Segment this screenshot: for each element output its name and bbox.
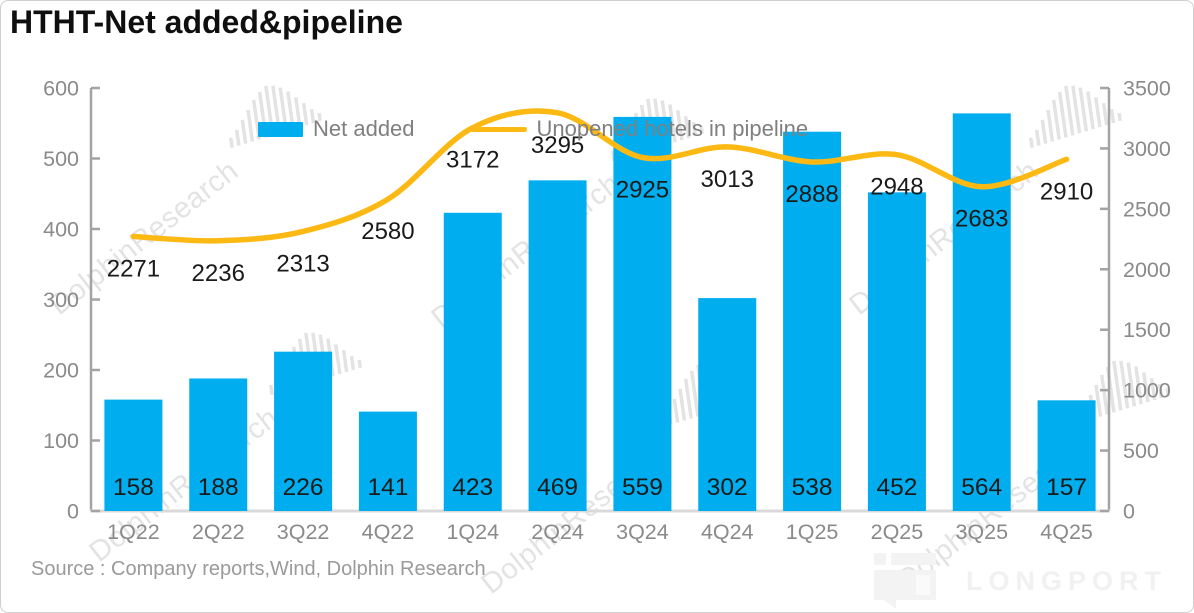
y-left-tick-label: 0 — [67, 500, 79, 524]
legend-pipeline-label: Unopened hotels in pipeline — [536, 116, 809, 141]
y-left-tick-label: 300 — [43, 288, 79, 312]
bar — [443, 212, 502, 511]
pipeline-value-label: 3172 — [446, 147, 499, 174]
y-left-tick-label: 600 — [43, 77, 79, 101]
bar-value-label: 469 — [537, 474, 578, 501]
x-axis: 1Q22 2Q22 3Q22 4Q22 1Q24 2Q24 3Q24 4Q24 1Q25 2Q25… — [107, 520, 1093, 544]
bar — [613, 116, 672, 511]
pipeline-labels: 2271 2236 2313 2580 3172 3295 2925 3013 2888 2948… — [107, 132, 1094, 287]
pipeline-value-label: 2313 — [276, 250, 329, 277]
bar-value-label: 302 — [707, 474, 748, 501]
source-note: Source : Company reports,Wind, Dolphin R… — [31, 558, 486, 580]
x-tick-label: 1Q25 — [786, 520, 839, 544]
pipeline-value-label: 3013 — [701, 166, 754, 193]
bar-value-label: 452 — [876, 474, 917, 501]
bar — [952, 113, 1011, 511]
x-tick-label: 3Q22 — [277, 520, 330, 544]
y-right-tick-label: 2500 — [1123, 197, 1171, 221]
y-right-tick-label: 2000 — [1123, 258, 1171, 282]
x-tick-label: 4Q24 — [701, 520, 754, 544]
y-right-tick-label: 3500 — [1123, 77, 1171, 101]
bar — [189, 378, 248, 511]
x-tick-label: 2Q24 — [531, 520, 584, 544]
legend-net-added-label: Net added — [313, 116, 415, 141]
bar-value-label: 564 — [961, 474, 1002, 501]
longport-logo: LONGPORT — [872, 553, 1167, 609]
bar-value-label: 423 — [452, 474, 493, 501]
chart-legend: Net added Unopened hotels in pipeline — [258, 116, 808, 142]
pipeline-value-label: 2683 — [955, 206, 1008, 233]
y-left-tick-label: 200 — [43, 359, 79, 383]
x-tick-label: 3Q25 — [955, 520, 1008, 544]
x-tick-label: 1Q22 — [107, 520, 160, 544]
bar — [698, 298, 757, 511]
y-axis-left: 0 100 200 300 400 500 600 — [43, 77, 100, 524]
pipeline-value-label: 2271 — [107, 256, 160, 283]
y-right-tick-label: 0 — [1123, 500, 1135, 524]
longport-logo-text: LONGPORT — [966, 565, 1167, 596]
bar — [104, 399, 163, 511]
y-left-tick-label: 500 — [43, 147, 79, 171]
pipeline-value-label: 2888 — [785, 181, 838, 208]
pipeline-value-label: 2236 — [192, 260, 245, 287]
longport-logo-icon — [874, 553, 936, 609]
y-right-tick-label: 3000 — [1123, 137, 1171, 161]
x-tick-label: 2Q25 — [871, 520, 924, 544]
bar — [528, 180, 587, 512]
pipeline-value-label: 2948 — [870, 174, 923, 201]
y-axis-right: 0 500 1000 1500 2000 2500 3000 3500 — [1100, 77, 1171, 524]
pipeline-value-label: 3295 — [531, 132, 584, 159]
bar-value-label: 141 — [367, 474, 408, 501]
x-tick-label: 1Q24 — [446, 520, 499, 544]
chart-title: HTHT-Net added&pipeline — [10, 4, 403, 40]
bar-value-label: 559 — [622, 474, 663, 501]
bar — [1037, 400, 1096, 511]
y-right-tick-label: 1000 — [1123, 379, 1171, 403]
x-tick-label: 4Q25 — [1040, 520, 1093, 544]
y-left-tick-label: 100 — [43, 429, 79, 453]
pipeline-value-label: 2580 — [361, 218, 414, 245]
x-tick-label: 4Q22 — [362, 520, 415, 544]
bar — [358, 411, 417, 511]
bar-value-label: 158 — [113, 474, 154, 501]
bar — [783, 131, 842, 511]
x-tick-label: 2Q22 — [192, 520, 245, 544]
legend-line-swatch-icon — [469, 126, 527, 132]
net-added-bars: 158 188 226 141 423 469 559 302 538 452 564 157 — [104, 113, 1096, 512]
bar-value-label: 538 — [792, 474, 833, 501]
y-left-tick-label: 400 — [43, 218, 79, 242]
bar — [274, 351, 333, 511]
pipeline-value-label: 2910 — [1040, 178, 1093, 205]
bar-value-label: 188 — [198, 474, 239, 501]
pipeline-value-label: 2925 — [616, 176, 669, 203]
legend-bar-swatch-icon — [258, 121, 303, 137]
x-tick-label: 3Q24 — [616, 520, 669, 544]
y-right-tick-label: 1500 — [1123, 318, 1171, 342]
pipeline-line — [130, 108, 1070, 244]
bar-value-label: 226 — [283, 474, 324, 501]
bar-value-label: 157 — [1046, 474, 1087, 501]
y-right-tick-label: 500 — [1123, 439, 1159, 463]
bar — [867, 192, 926, 511]
